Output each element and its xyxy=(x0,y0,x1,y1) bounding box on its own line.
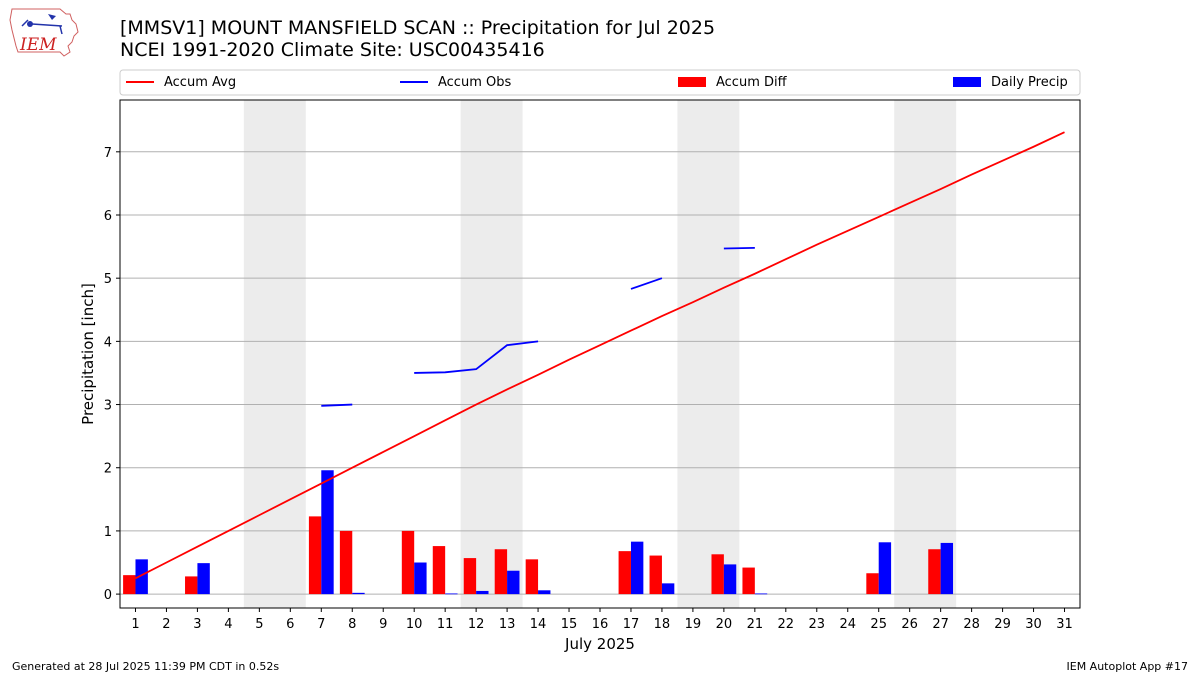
daily-precip-bar xyxy=(352,592,365,595)
legend-label: Daily Precip xyxy=(991,75,1068,90)
accum-diff-bar xyxy=(649,555,662,595)
y-tick-label: 5 xyxy=(104,272,112,287)
daily-precip-bar xyxy=(445,593,458,595)
accum-diff-bar xyxy=(742,567,755,595)
x-tick-label: 18 xyxy=(654,617,671,632)
legend-label: Accum Diff xyxy=(716,75,788,90)
accum-diff-bar xyxy=(339,530,353,595)
daily-precip-bar xyxy=(197,563,210,595)
x-tick-label: 30 xyxy=(1025,617,1042,632)
accum-diff-bar xyxy=(123,575,136,595)
x-tick-label: 9 xyxy=(379,617,387,632)
footer-app-id: IEM Autoplot App #17 xyxy=(1066,660,1189,673)
daily-precip-bar xyxy=(754,593,768,595)
x-tick-label: 10 xyxy=(406,617,423,632)
x-tick-label: 13 xyxy=(499,617,516,632)
x-tick-label: 24 xyxy=(839,617,856,632)
x-tick-label: 16 xyxy=(592,617,609,632)
y-tick-label: 6 xyxy=(104,209,112,224)
accum-avg-line xyxy=(135,131,1065,580)
accum-obs-line xyxy=(630,277,663,290)
precipitation-chart: 1 2 3 4 5 6 7 8 9 10 11 12 13 14 15 16 17 18 19 20 21 22 23 24 2… xyxy=(79,69,1081,653)
y-tick-label: 3 xyxy=(104,399,112,414)
chart-title: [MMSV1] MOUNT MANSFIELD SCAN :: Precipit… xyxy=(120,17,715,61)
y-tick-label: 2 xyxy=(104,462,112,477)
x-tick-label: 1 xyxy=(131,617,139,632)
daily-precip-bar xyxy=(507,570,520,595)
y-tick-label: 1 xyxy=(104,525,112,540)
x-tick-label: 17 xyxy=(623,617,640,632)
legend-patch-swatch xyxy=(953,77,981,87)
y-axis-label: Precipitation [inch] xyxy=(79,283,97,425)
x-tick-label: 19 xyxy=(685,617,702,632)
accum-diff-bar xyxy=(401,530,415,595)
iem-logo: IEM xyxy=(8,6,80,58)
accum-diff-bar xyxy=(928,549,941,595)
daily-precip-bar xyxy=(538,590,551,595)
x-tick-label: 7 xyxy=(317,617,325,632)
accum-obs-line xyxy=(321,403,353,407)
accum-diff-bar xyxy=(463,558,477,595)
x-tick-label: 8 xyxy=(348,617,356,632)
daily-precip-bar xyxy=(723,564,737,595)
daily-precip-bar xyxy=(661,583,675,595)
weekend-shade xyxy=(460,100,523,608)
x-tick-label: 3 xyxy=(193,617,201,632)
x-tick-label: 26 xyxy=(901,617,918,632)
accum-obs-line xyxy=(414,340,539,374)
x-tick-label: 22 xyxy=(778,617,795,632)
legend-label: Accum Obs xyxy=(438,75,511,90)
x-tick-label: 11 xyxy=(437,617,454,632)
x-axis-label: July 2025 xyxy=(564,635,635,653)
y-tick-label: 7 xyxy=(104,146,112,161)
daily-precip-bar xyxy=(321,470,334,595)
x-tick-label: 28 xyxy=(963,617,980,632)
chart-title-line2: NCEI 1991-2020 Climate Site: USC00435416 xyxy=(120,39,545,61)
legend-label: Accum Avg xyxy=(164,75,236,90)
x-tick-label: 2 xyxy=(162,617,170,632)
accum-diff-bar xyxy=(185,576,198,595)
x-tick-label: 14 xyxy=(530,617,547,632)
daily-precip-bar xyxy=(630,541,644,595)
accum-obs-line xyxy=(723,246,755,250)
x-tick-label: 31 xyxy=(1056,617,1073,632)
accum-diff-bar xyxy=(308,516,322,595)
x-tick-label: 4 xyxy=(224,617,232,632)
x-tick-label: 23 xyxy=(809,617,826,632)
x-tick-label: 12 xyxy=(468,617,485,632)
footer-generated: Generated at 28 Jul 2025 11:39 PM CDT in… xyxy=(12,660,280,673)
daily-precip-bar xyxy=(940,542,954,595)
x-tick-label: 15 xyxy=(561,617,578,632)
x-tick-label: 29 xyxy=(994,617,1011,632)
daily-precip-bar xyxy=(414,562,427,595)
weekend-shade xyxy=(894,100,957,608)
y-tick-label: 0 xyxy=(104,588,112,603)
accum-diff-bar xyxy=(711,554,724,595)
daily-precip-bar xyxy=(878,542,892,595)
x-tick-label: 6 xyxy=(286,617,294,632)
y-tick-label: 4 xyxy=(104,335,112,350)
legend-patch-swatch xyxy=(678,77,706,87)
accum-diff-bar xyxy=(432,546,446,595)
weekend-shade xyxy=(677,100,740,608)
accum-diff-bar xyxy=(866,573,879,595)
legend-box xyxy=(119,69,1081,96)
x-tick-label: 5 xyxy=(255,617,263,632)
accum-diff-bar xyxy=(525,559,539,595)
x-tick-label: 25 xyxy=(870,617,887,632)
x-tick-label: 20 xyxy=(716,617,733,632)
daily-precip-bar xyxy=(476,590,489,595)
x-tick-label: 27 xyxy=(932,617,949,632)
weekend-shade xyxy=(243,100,306,608)
accum-diff-bar xyxy=(494,549,508,595)
x-tick-label: 21 xyxy=(747,617,764,632)
daily-precip-bar xyxy=(135,559,148,595)
chart-title-line1: [MMSV1] MOUNT MANSFIELD SCAN :: Precipit… xyxy=(120,17,716,39)
accum-diff-bar xyxy=(618,551,631,595)
logo-text: IEM xyxy=(19,35,57,55)
